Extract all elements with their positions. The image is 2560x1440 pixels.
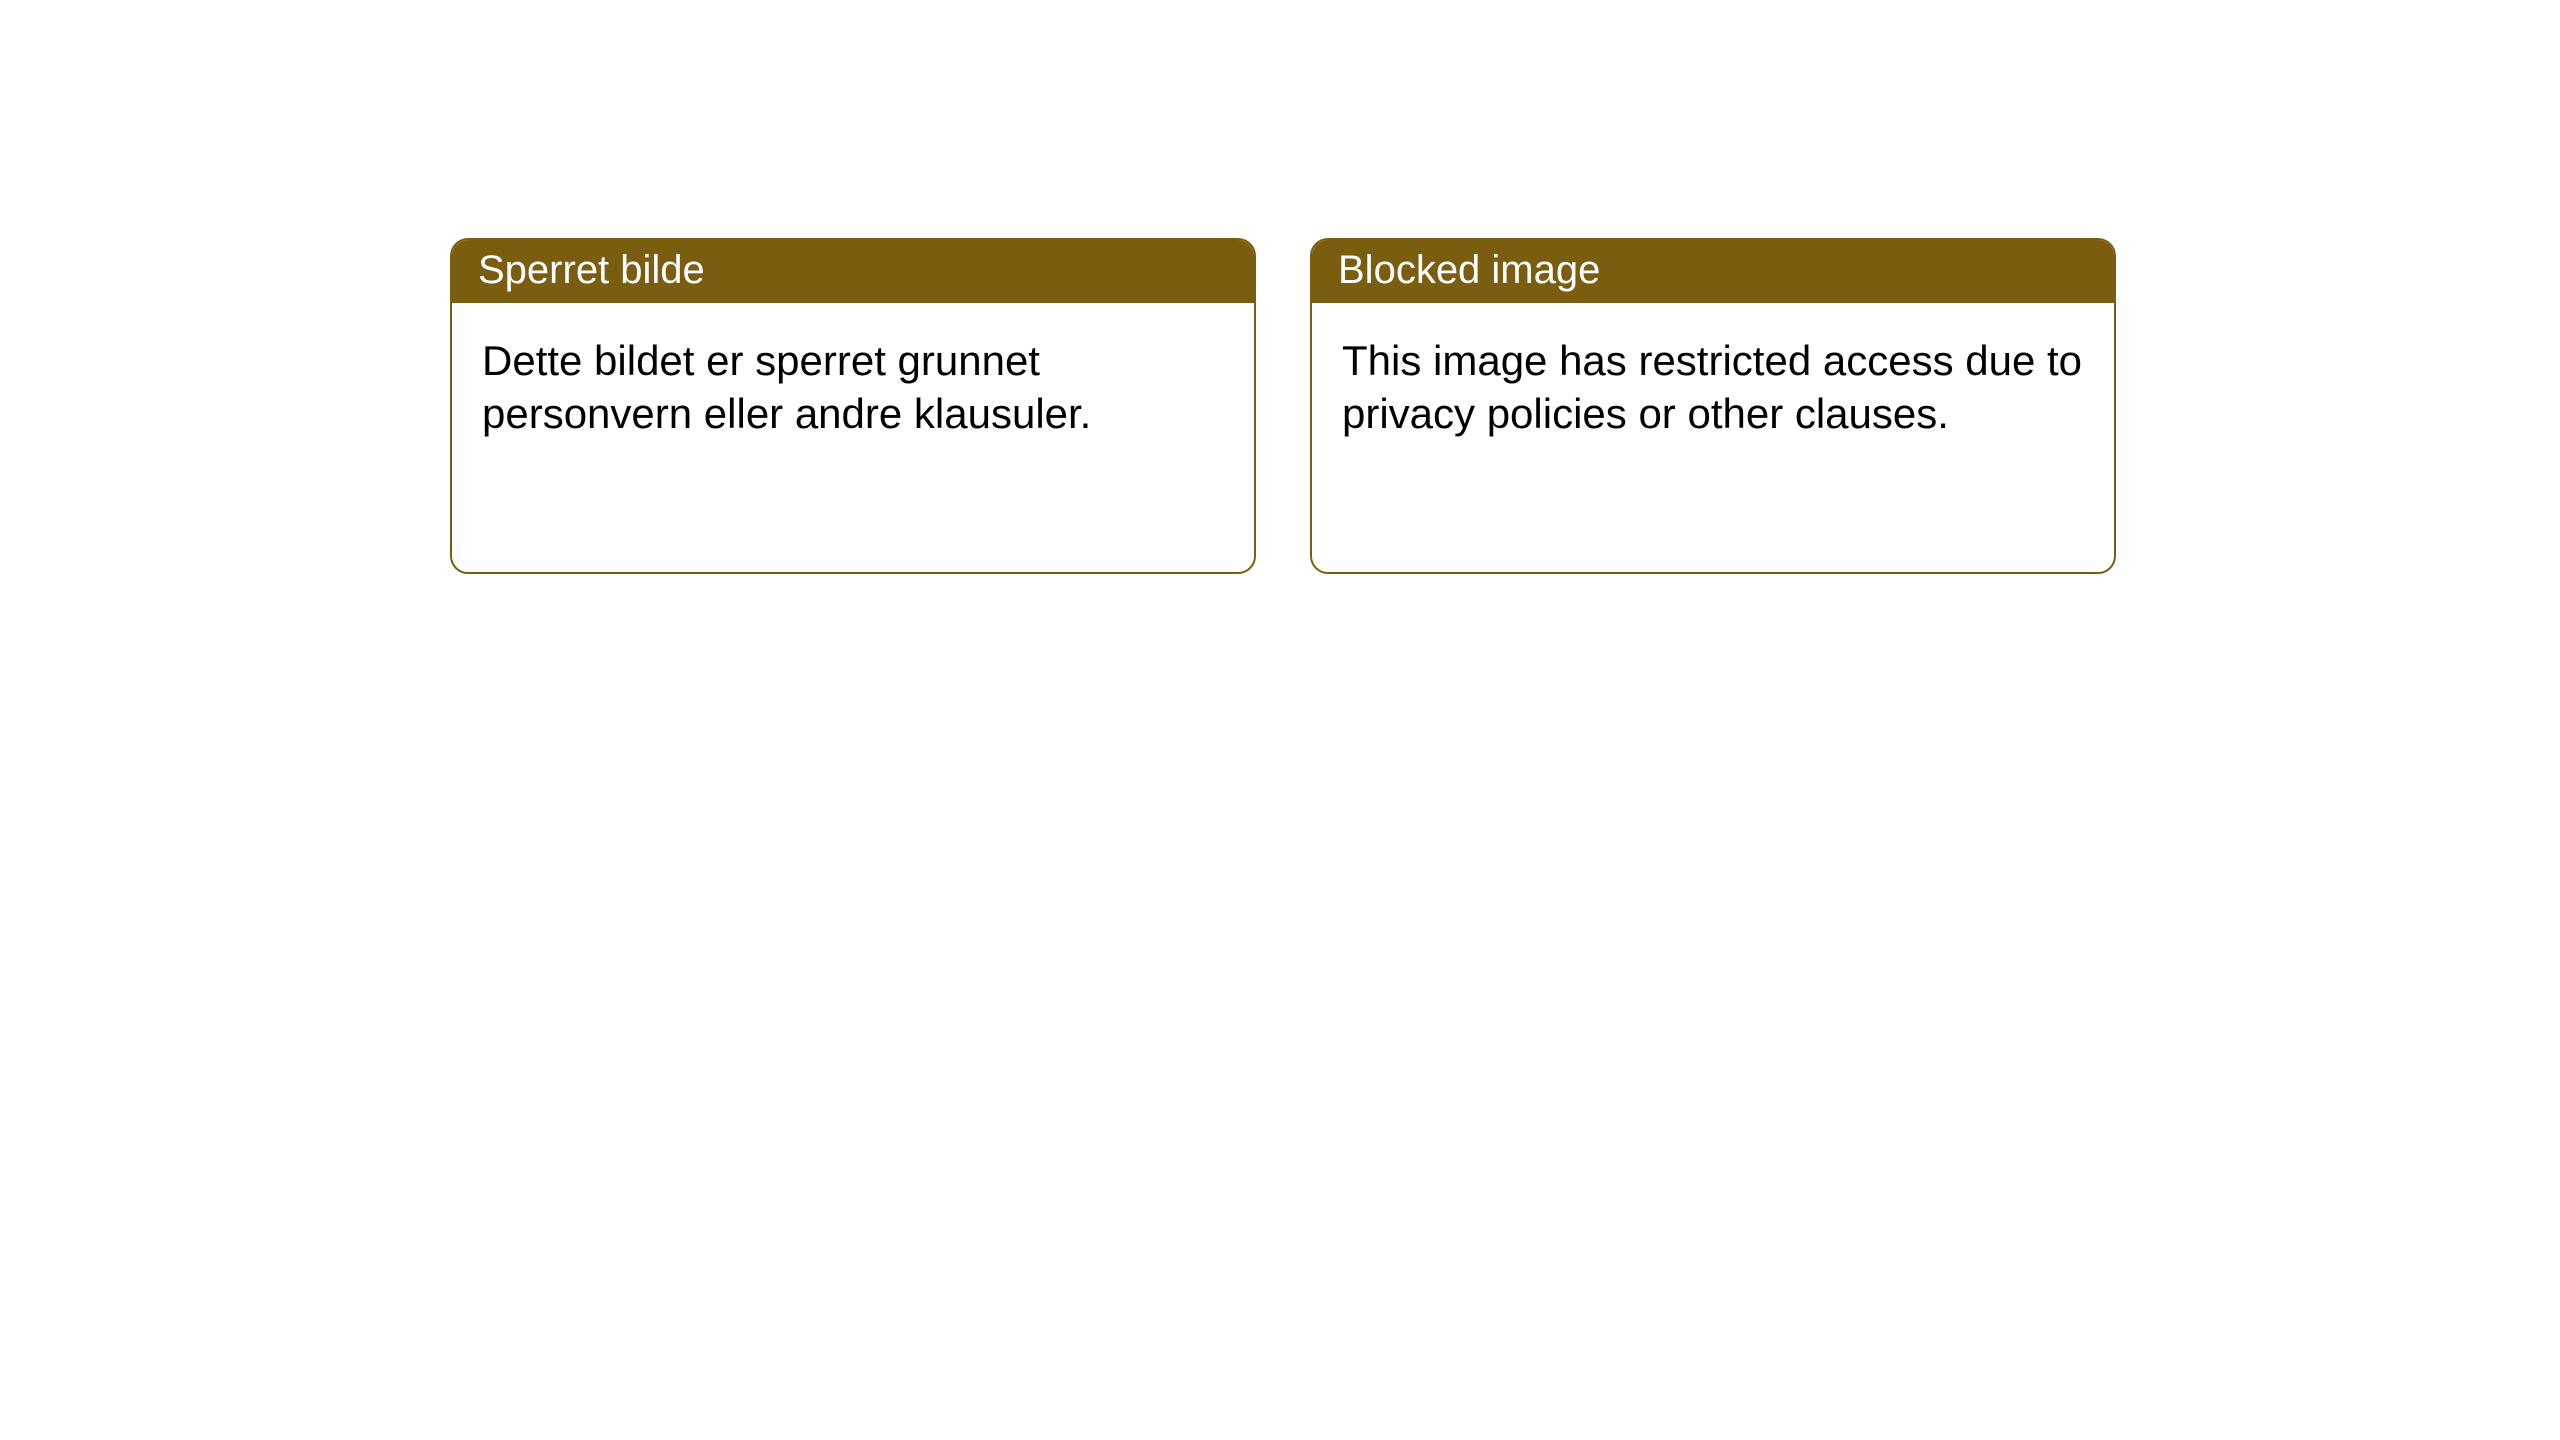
card-title: Blocked image	[1338, 248, 1600, 292]
card-header: Blocked image	[1312, 240, 2114, 303]
card-header: Sperret bilde	[452, 240, 1254, 303]
card-body: This image has restricted access due to …	[1312, 303, 2114, 472]
card-body-text: Dette bildet er sperret grunnet personve…	[482, 337, 1091, 437]
card-body: Dette bildet er sperret grunnet personve…	[452, 303, 1254, 472]
card-body-text: This image has restricted access due to …	[1342, 337, 2082, 437]
card-english: Blocked image This image has restricted …	[1310, 238, 2116, 574]
card-title: Sperret bilde	[478, 248, 705, 292]
card-norwegian: Sperret bilde Dette bildet er sperret gr…	[450, 238, 1256, 574]
cards-container: Sperret bilde Dette bildet er sperret gr…	[0, 0, 2560, 574]
